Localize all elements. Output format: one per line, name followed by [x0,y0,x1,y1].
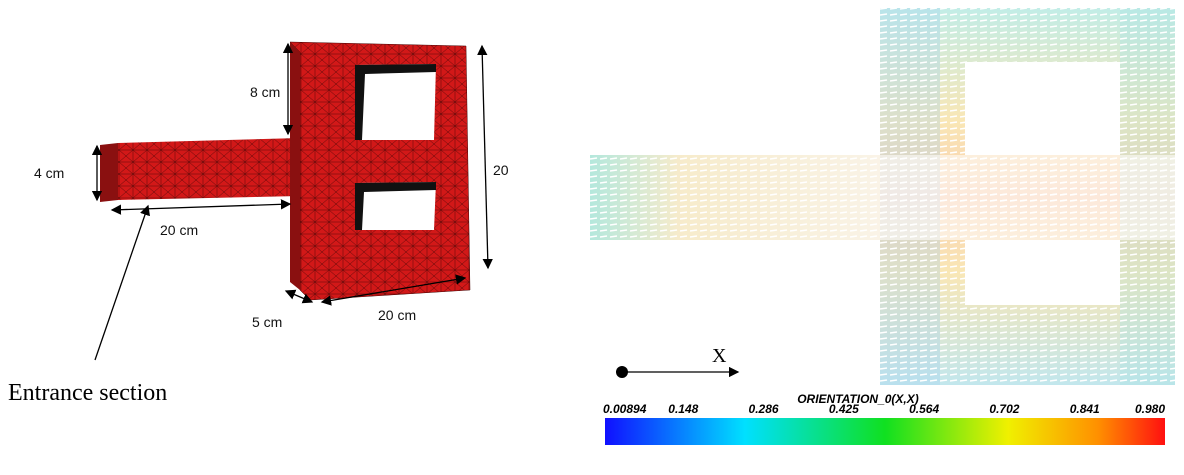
colorbar-label: 0.564 [909,402,939,416]
dimension-label: 20 cm [160,222,198,238]
flow-field [590,8,1175,385]
annotation: Entrance section [8,380,167,406]
mesh-model [100,41,471,301]
dimension-label: 4 cm [34,165,64,181]
dimension-label: 20 cm [378,307,416,323]
colorbar-label: 0.148 [668,402,698,416]
axis-label: X [712,345,727,367]
dimension-arrows [91,42,493,361]
colorbar-label: 0.702 [989,402,1019,416]
colorbar [605,418,1165,445]
colorbar-labels: 0.00894 0.148 0.286 0.425 0.564 0.702 0.841 0.9… [603,402,1165,416]
colorbar-title: ORIENTATION_0(X,X) [797,392,919,406]
dimension-label: 8 cm [250,84,280,100]
dimension-label: 20 [493,162,509,178]
colorbar-label: 0.286 [749,402,779,416]
colorbar-label: 0.841 [1070,402,1100,416]
colorbar-label: 0.00894 [603,402,647,416]
colorbar-label: 0.425 [829,402,859,416]
colorbar-label: 0.980 [1135,402,1165,416]
axis-indicator [616,366,740,378]
dimension-label: 5 cm [252,314,282,330]
